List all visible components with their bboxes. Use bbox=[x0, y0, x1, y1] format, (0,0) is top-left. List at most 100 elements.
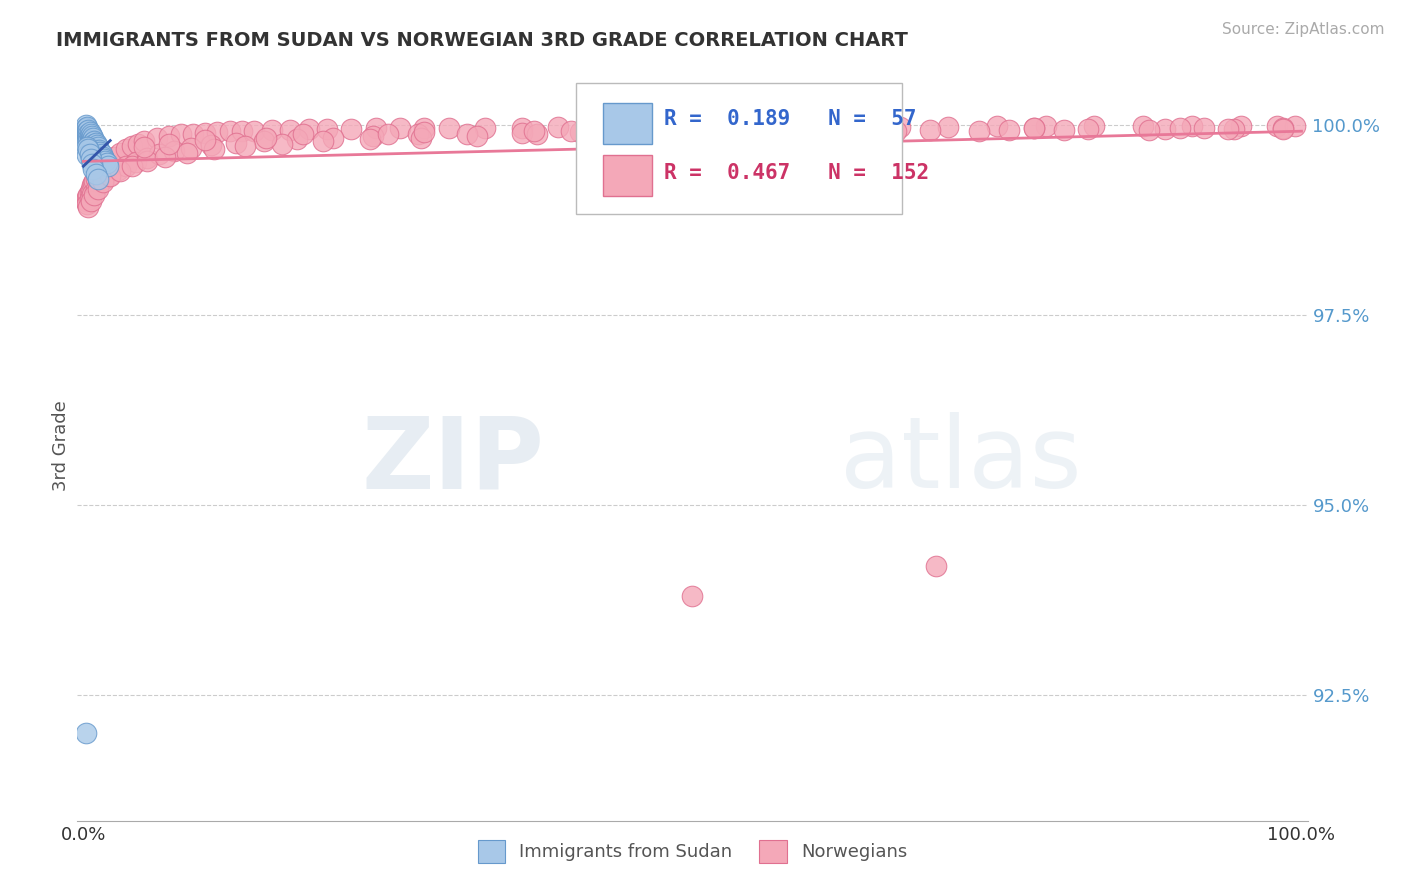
Point bbox=[84, 139, 107, 153]
Point bbox=[218, 124, 240, 138]
Point bbox=[243, 124, 266, 138]
Point bbox=[83, 141, 105, 155]
Text: IMMIGRANTS FROM SUDAN VS NORWEGIAN 3RD GRADE CORRELATION CHART: IMMIGRANTS FROM SUDAN VS NORWEGIAN 3RD G… bbox=[56, 31, 908, 50]
Point bbox=[839, 120, 862, 134]
Point bbox=[89, 143, 111, 157]
Point bbox=[80, 127, 103, 141]
Point bbox=[1229, 119, 1251, 133]
Point bbox=[82, 135, 104, 149]
Point bbox=[235, 139, 257, 153]
Point bbox=[86, 142, 108, 156]
Point bbox=[80, 152, 103, 166]
Point bbox=[80, 186, 103, 201]
Point bbox=[134, 134, 156, 148]
Point bbox=[80, 178, 103, 193]
Point bbox=[1053, 123, 1076, 137]
Point bbox=[1223, 122, 1246, 136]
Point bbox=[98, 169, 121, 184]
Point bbox=[157, 136, 180, 151]
Point bbox=[76, 148, 98, 162]
Point bbox=[89, 145, 111, 159]
Point bbox=[83, 137, 105, 152]
Point bbox=[1218, 122, 1240, 136]
Point bbox=[80, 133, 103, 147]
Point bbox=[925, 558, 948, 573]
Point bbox=[253, 134, 276, 148]
Point bbox=[108, 164, 131, 178]
Point bbox=[76, 129, 98, 144]
Point bbox=[842, 123, 865, 137]
Point bbox=[75, 194, 97, 208]
Point bbox=[97, 155, 120, 169]
Point bbox=[77, 123, 100, 137]
Point bbox=[1154, 122, 1177, 136]
Point bbox=[806, 124, 828, 138]
Point bbox=[657, 120, 679, 134]
Point bbox=[437, 120, 460, 135]
Point bbox=[84, 167, 107, 181]
Point bbox=[194, 126, 217, 140]
Point bbox=[322, 130, 344, 145]
Point bbox=[145, 131, 167, 145]
Point bbox=[742, 120, 765, 134]
Point bbox=[364, 121, 387, 136]
Point bbox=[80, 134, 103, 148]
Point bbox=[693, 120, 716, 134]
Point bbox=[583, 120, 606, 134]
Point bbox=[510, 120, 533, 135]
Point bbox=[413, 121, 436, 136]
Point bbox=[148, 147, 170, 161]
Point bbox=[1035, 119, 1057, 133]
Point bbox=[413, 125, 436, 139]
Point bbox=[967, 124, 990, 138]
Point bbox=[121, 159, 143, 173]
Point bbox=[91, 161, 114, 176]
Point bbox=[80, 128, 103, 143]
Point bbox=[271, 136, 294, 151]
Point bbox=[699, 124, 721, 138]
Point bbox=[389, 121, 412, 136]
Point bbox=[87, 172, 110, 186]
Point bbox=[170, 128, 193, 142]
Point bbox=[526, 128, 548, 142]
Point bbox=[1077, 122, 1099, 136]
Point bbox=[77, 200, 100, 214]
Point bbox=[83, 174, 105, 188]
Point bbox=[523, 124, 546, 138]
Point bbox=[884, 124, 907, 138]
Point bbox=[153, 150, 176, 164]
Point bbox=[89, 149, 111, 163]
Point bbox=[89, 146, 111, 161]
Point bbox=[79, 146, 101, 161]
Point bbox=[82, 131, 104, 145]
Point bbox=[79, 128, 101, 143]
Point bbox=[80, 140, 103, 154]
Point bbox=[569, 125, 592, 139]
Point bbox=[84, 144, 107, 158]
Point bbox=[285, 132, 308, 146]
Point bbox=[76, 127, 98, 141]
Point bbox=[1265, 119, 1288, 133]
Point bbox=[1022, 121, 1045, 136]
Point bbox=[83, 134, 105, 148]
Point bbox=[280, 123, 302, 137]
Point bbox=[852, 122, 875, 136]
Point bbox=[76, 120, 98, 134]
Point bbox=[96, 156, 118, 170]
Point bbox=[103, 150, 125, 164]
Point bbox=[181, 127, 204, 141]
Point bbox=[121, 139, 143, 153]
Point bbox=[80, 136, 103, 151]
Point bbox=[889, 120, 911, 134]
Point bbox=[176, 145, 198, 160]
Point bbox=[91, 176, 114, 190]
Point bbox=[84, 136, 107, 150]
Point bbox=[730, 125, 752, 139]
Point bbox=[80, 157, 103, 171]
Point bbox=[76, 140, 98, 154]
Point bbox=[115, 159, 138, 173]
Point bbox=[936, 120, 959, 134]
Point bbox=[86, 138, 108, 153]
Point bbox=[93, 152, 115, 166]
Point bbox=[408, 128, 430, 142]
